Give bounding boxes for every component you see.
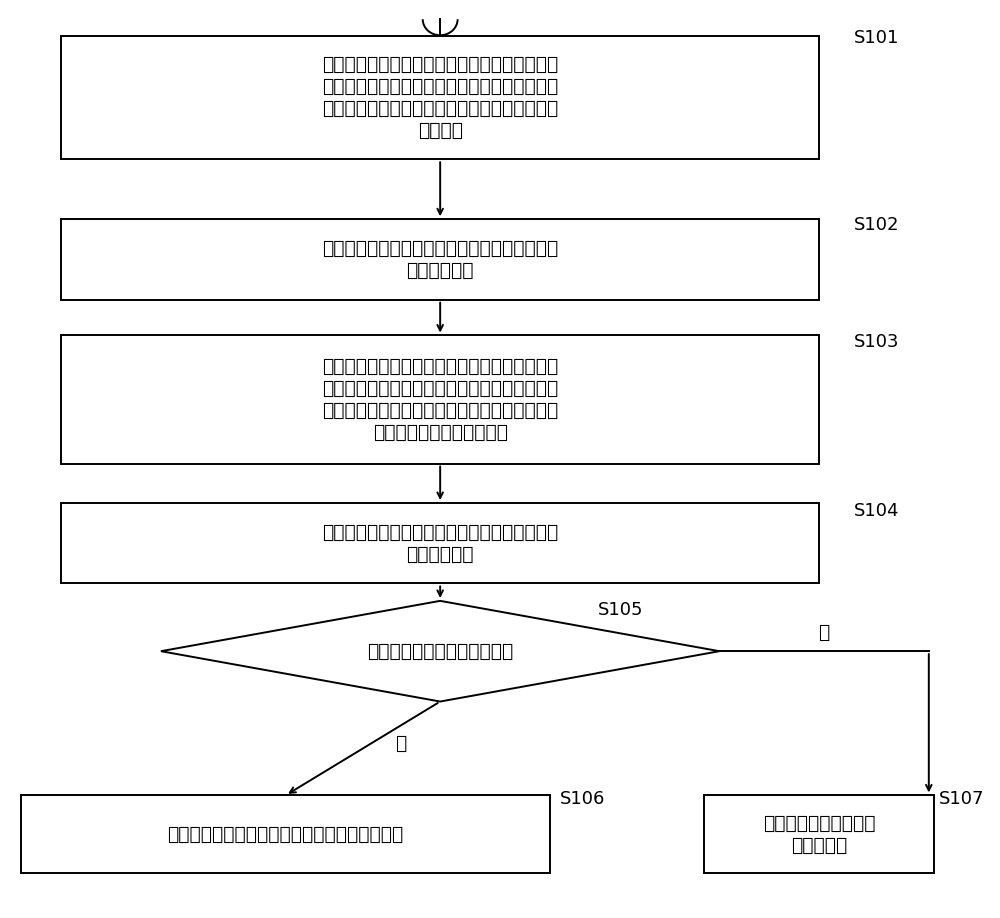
Text: 将处理后的数据发送给下一级处理节点进行处理: 将处理后的数据发送给下一级处理节点进行处理 <box>167 824 404 844</box>
Text: 是: 是 <box>395 734 406 754</box>
Text: 根据该数据处理任务对应的处理逻辑，对提取的
数据进行处理: 根据该数据处理任务对应的处理逻辑，对提取的 数据进行处理 <box>322 522 558 564</box>
Text: S103: S103 <box>854 332 900 351</box>
Text: S104: S104 <box>854 502 900 520</box>
Polygon shape <box>161 601 719 701</box>
Text: 每级处理节点在协调服务器中获取分别为该每级
处理节点配置的每个数据处理任务，其中，数据
处理任务包括该数据处理任务对应的输入条件和
处理逻辑: 每级处理节点在协调服务器中获取分别为该每级 处理节点配置的每个数据处理任务，其中… <box>322 55 558 140</box>
FancyBboxPatch shape <box>61 503 819 584</box>
Text: 将处理后的数据作为处
理结果输出: 将处理后的数据作为处 理结果输出 <box>763 813 875 855</box>
Text: 判断是否存在下一级处理节点: 判断是否存在下一级处理节点 <box>367 642 513 661</box>
Text: 否: 否 <box>818 623 830 643</box>
FancyBboxPatch shape <box>21 795 550 873</box>
FancyBboxPatch shape <box>704 795 934 873</box>
Text: S105: S105 <box>598 601 643 619</box>
FancyBboxPatch shape <box>61 219 819 300</box>
FancyBboxPatch shape <box>61 335 819 464</box>
Text: 针对获取的每个数据处理任务，根据该数据处理
任务对应的输入条件，在接收到的该至少一个上
一级处理节点输出的每个数据流包含的数据中，
提取符合该输入条件的数据: 针对获取的每个数据处理任务，根据该数据处理 任务对应的输入条件，在接收到的该至少… <box>322 357 558 442</box>
Text: S102: S102 <box>854 217 900 234</box>
FancyBboxPatch shape <box>61 36 819 159</box>
Text: S106: S106 <box>560 790 605 809</box>
Text: 每级处理节点接收至少一个上一级处理节点输出
的每个数据流: 每级处理节点接收至少一个上一级处理节点输出 的每个数据流 <box>322 239 558 280</box>
Text: S107: S107 <box>939 790 984 809</box>
Text: S101: S101 <box>854 28 899 47</box>
